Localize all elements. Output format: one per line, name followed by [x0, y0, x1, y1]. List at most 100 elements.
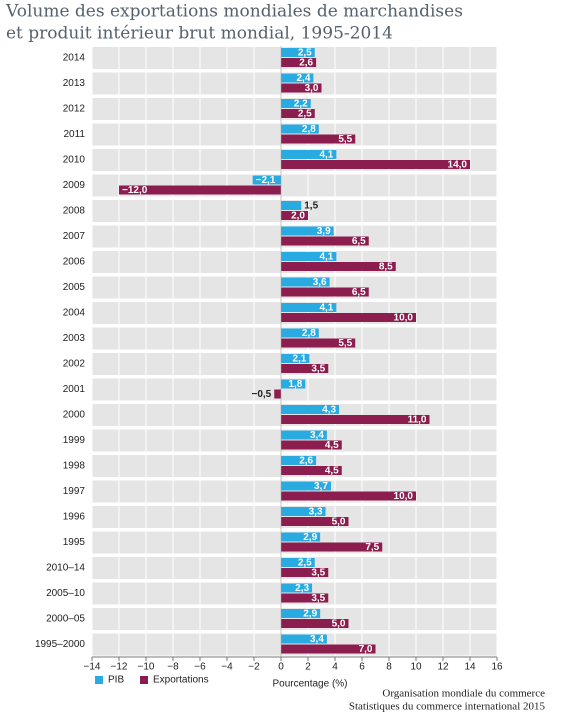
bar: [281, 338, 356, 348]
x-tick-label: −4: [221, 662, 233, 673]
value-label: 2,6: [299, 456, 313, 467]
bar: [281, 83, 322, 93]
value-label: 14,0: [448, 160, 468, 171]
y-tick-label: 1997: [63, 486, 86, 497]
bar: [281, 532, 321, 542]
value-label: 2,0: [291, 211, 305, 222]
value-label: 7,5: [365, 542, 379, 553]
y-tick-label: 2007: [63, 231, 86, 242]
value-label: 3,3: [309, 507, 323, 518]
value-label: 3,5: [311, 568, 325, 579]
bar: [281, 160, 470, 169]
legend-swatch: [95, 676, 103, 684]
bar: [281, 593, 329, 603]
bar: [281, 644, 376, 654]
value-label: 4,1: [319, 252, 333, 263]
value-label: −0,5: [252, 389, 272, 400]
bar: [281, 405, 340, 414]
value-label: 4,5: [325, 466, 339, 477]
value-label: 6,5: [352, 236, 366, 247]
value-label: 3,4: [310, 634, 324, 645]
bar: [281, 583, 313, 593]
value-label: 11,0: [408, 415, 427, 426]
bar: [281, 517, 349, 526]
value-label: 7,0: [359, 644, 373, 655]
y-tick-label: 2001: [63, 384, 86, 395]
value-label: 2,4: [296, 73, 310, 84]
row-band: [92, 378, 497, 401]
value-label: 2,8: [302, 124, 316, 135]
bar: [281, 262, 396, 271]
chart-subtitle: et produit intérieur brut mondial, 1995-…: [6, 24, 393, 44]
value-label: 4,3: [322, 405, 336, 416]
value-label: 5,5: [338, 134, 352, 145]
y-tick-label: 2005–10: [46, 588, 85, 599]
value-label: 1,5: [304, 201, 318, 212]
legend-label: PIB: [108, 675, 124, 686]
x-tick-label: 6: [359, 662, 365, 673]
legend-swatch: [140, 676, 148, 684]
value-label: 2,9: [303, 532, 317, 543]
bar: [281, 568, 329, 577]
x-axis-label: Pourcentage (%): [272, 679, 347, 690]
value-label: 3,5: [311, 593, 325, 604]
value-label: 4,1: [319, 150, 333, 161]
bar: [281, 236, 369, 246]
bar: [281, 313, 416, 322]
value-label: 5,0: [332, 619, 346, 630]
y-tick-label: 1995: [63, 537, 86, 548]
x-tick-label: −10: [138, 662, 155, 673]
bar: [274, 389, 281, 399]
x-tick-label: −2: [248, 662, 260, 673]
x-tick-label: −8: [167, 662, 179, 673]
bar: [281, 211, 308, 220]
value-label: 2,5: [298, 109, 312, 120]
x-tick-label: 12: [437, 662, 449, 673]
bar: [281, 354, 310, 363]
value-label: 3,5: [311, 364, 325, 375]
source: Statistiques du commerce international 2…: [349, 701, 546, 713]
chart-title: Volume des exportations mondiales de mar…: [5, 2, 463, 22]
value-label: 10,0: [394, 313, 414, 324]
bar: [281, 252, 337, 261]
y-tick-label: 1995–2000: [35, 639, 85, 650]
value-label: 3,0: [305, 83, 319, 94]
y-tick-label: 2006: [63, 257, 86, 268]
bar: [281, 379, 306, 389]
bar: [281, 609, 321, 618]
bar: [281, 440, 342, 450]
bar: [281, 507, 326, 516]
bar: [252, 175, 281, 185]
value-label: 2,2: [294, 99, 308, 110]
value-label: 8,5: [379, 262, 393, 273]
value-label: 3,9: [317, 226, 331, 237]
x-tick-label: 2: [305, 662, 311, 673]
value-label: 2,1: [292, 354, 306, 365]
value-label: −12,0: [122, 185, 148, 196]
bar: [281, 226, 334, 236]
y-tick-label: 2011: [63, 129, 85, 140]
y-tick-label: 2005: [63, 282, 86, 293]
bar: [119, 185, 281, 195]
value-label: 2,6: [299, 58, 313, 69]
y-tick-label: 2002: [63, 359, 86, 370]
value-label: 2,3: [295, 583, 309, 594]
bar: [281, 109, 315, 118]
bar: [281, 491, 416, 501]
bar: [281, 58, 317, 67]
x-tick-label: 8: [386, 662, 392, 673]
value-label: 4,1: [319, 303, 333, 314]
x-tick-label: −12: [111, 662, 128, 673]
bar: [281, 134, 356, 144]
bar: [281, 466, 342, 475]
y-tick-label: 2010: [63, 155, 86, 166]
value-label: 2,8: [302, 328, 316, 339]
value-label: 6,5: [352, 287, 366, 298]
value-label: 1,8: [288, 379, 302, 390]
x-tick-label: 16: [491, 662, 503, 673]
bar: [281, 619, 349, 628]
bar: [281, 303, 337, 312]
bar: [281, 415, 430, 424]
source: Organisation mondiale du commerce: [382, 688, 545, 700]
